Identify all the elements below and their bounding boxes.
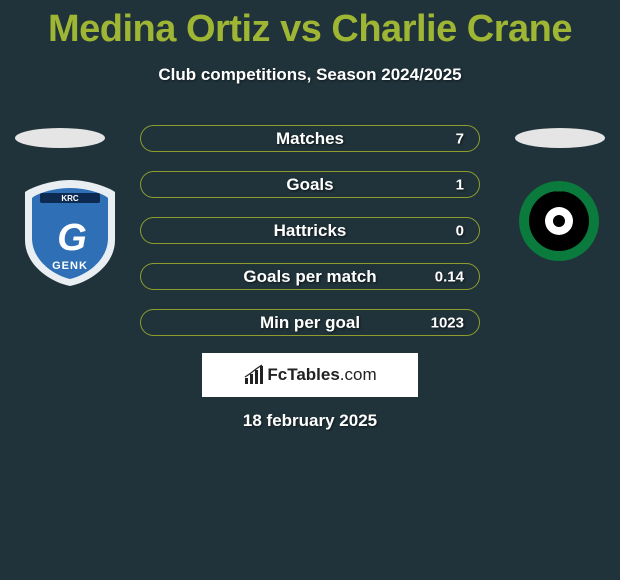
stat-label: Goals per match <box>243 267 376 287</box>
stat-value: 0.14 <box>435 268 464 285</box>
brand-box[interactable]: FcTables.com <box>202 353 418 397</box>
stat-value: 7 <box>456 130 464 147</box>
stat-value: 1023 <box>431 314 464 331</box>
brand-text: FcTables.com <box>267 365 376 385</box>
svg-text:GENK: GENK <box>52 260 88 272</box>
brand-chart-icon <box>243 364 265 386</box>
stat-row-min-per-goal: Min per goal 1023 <box>140 309 480 336</box>
player-avatar-left <box>15 128 105 148</box>
club-badge-cercle-icon <box>518 180 600 262</box>
club-badge-genk-icon: KRC G GENK <box>20 180 120 286</box>
stats-list: Matches 7 Goals 1 Hattricks 0 Goals per … <box>140 125 480 355</box>
brand-name: FcTables <box>267 365 339 384</box>
stat-row-hattricks: Hattricks 0 <box>140 217 480 244</box>
stat-label: Matches <box>276 129 344 149</box>
stat-label: Min per goal <box>260 313 360 333</box>
stat-value: 1 <box>456 176 464 193</box>
stat-row-goals: Goals 1 <box>140 171 480 198</box>
date-text: 18 february 2025 <box>243 411 377 431</box>
stat-row-matches: Matches 7 <box>140 125 480 152</box>
stat-row-goals-per-match: Goals per match 0.14 <box>140 263 480 290</box>
svg-text:G: G <box>57 217 87 259</box>
player-avatar-right <box>515 128 605 148</box>
brand-domain: .com <box>340 365 377 384</box>
subtitle: Club competitions, Season 2024/2025 <box>0 65 620 85</box>
stat-label: Goals <box>286 175 333 195</box>
svg-text:KRC: KRC <box>61 194 79 203</box>
stat-label: Hattricks <box>274 221 347 241</box>
page-title: Medina Ortiz vs Charlie Crane <box>0 0 620 51</box>
stat-value: 0 <box>456 222 464 239</box>
